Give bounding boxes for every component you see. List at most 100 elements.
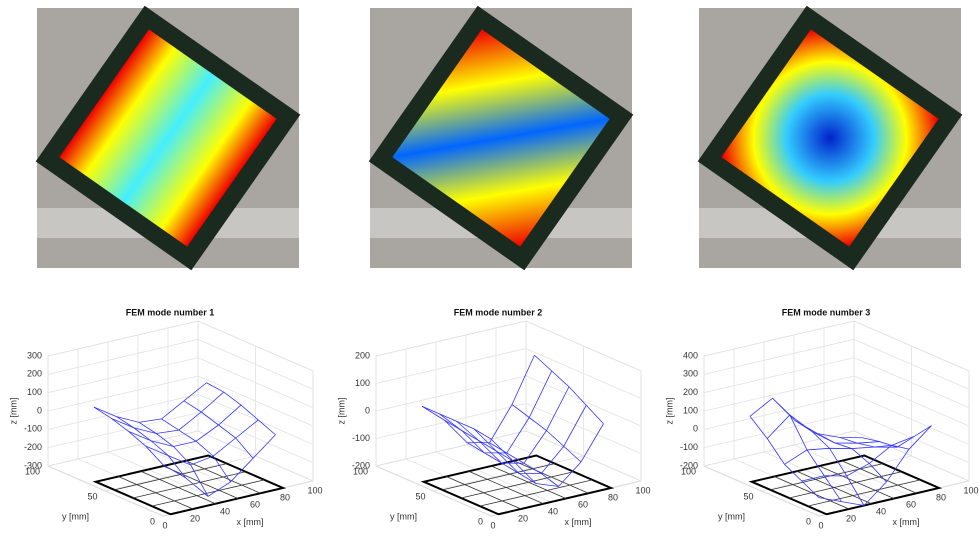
mesh-line bbox=[801, 436, 915, 482]
y-tick-label: 100 bbox=[25, 466, 40, 476]
plate bbox=[92, 454, 287, 516]
z-axis-label: z [mm] bbox=[336, 398, 346, 425]
x-tick-label: 20 bbox=[190, 513, 200, 523]
chart-title: FEM mode number 2 bbox=[454, 307, 543, 317]
mesh-line bbox=[784, 446, 898, 465]
z-tick-label: -100 bbox=[24, 424, 42, 434]
x-tick-label: 100 bbox=[635, 485, 650, 495]
mesh-line bbox=[489, 442, 559, 487]
mesh-line bbox=[183, 400, 254, 459]
chart-title: FEM mode number 3 bbox=[782, 307, 871, 317]
grid-line bbox=[47, 321, 199, 467]
plate-grid bbox=[151, 479, 265, 507]
y-tick-label: 100 bbox=[681, 466, 696, 476]
mesh-line bbox=[749, 416, 820, 498]
grid-line bbox=[375, 321, 527, 467]
plot-3d: -300 -200 -100 0 100 200 300 0 20 40 60 80 100 0 50 100… bbox=[8, 307, 322, 530]
plate-grid bbox=[461, 471, 574, 499]
mesh-line bbox=[206, 382, 276, 436]
plate-grid bbox=[114, 463, 228, 491]
plate-grid bbox=[841, 460, 917, 494]
mesh-line bbox=[421, 405, 492, 440]
grid-line bbox=[703, 356, 820, 517]
plate-grid bbox=[513, 460, 589, 494]
mesh-line bbox=[128, 404, 242, 447]
z-tick-label: -100 bbox=[352, 433, 370, 443]
mesh-line bbox=[818, 425, 932, 506]
x-tick-label: 80 bbox=[608, 492, 618, 502]
mesh-line bbox=[111, 391, 225, 434]
z-tick-label: 200 bbox=[355, 350, 370, 360]
plate-grid bbox=[479, 479, 593, 507]
mesh-line bbox=[473, 405, 587, 474]
mesh-line bbox=[138, 421, 209, 497]
grid-line bbox=[703, 321, 855, 467]
grid-line bbox=[375, 375, 642, 427]
mesh-line bbox=[794, 420, 865, 506]
x-tick-label: 60 bbox=[578, 499, 588, 509]
z-tick-label: -300 bbox=[24, 460, 42, 470]
mesh-line bbox=[490, 423, 604, 487]
mesh-line bbox=[511, 404, 582, 463]
x-tick-label: 80 bbox=[936, 492, 946, 502]
photo-2 bbox=[368, 5, 634, 271]
mesh-line bbox=[817, 433, 887, 483]
plate-grid bbox=[770, 463, 884, 491]
mesh-line bbox=[93, 406, 164, 465]
x-tick-label: 40 bbox=[548, 506, 558, 516]
grid-line bbox=[105, 346, 256, 492]
y-tick-label: 50 bbox=[743, 491, 753, 501]
mesh-line bbox=[766, 414, 880, 444]
z-axis-label: z [mm] bbox=[8, 398, 18, 425]
x-tick-label: 100 bbox=[307, 485, 322, 495]
y-axis-label: y [mm] bbox=[718, 511, 745, 521]
chart-title: FEM mode number 1 bbox=[126, 307, 215, 317]
plot-3d: -200 -100 0 100 200 0 20 40 60 80 100 0 50 100 FEM mod… bbox=[336, 307, 650, 530]
mesh-line bbox=[93, 382, 207, 423]
z-tick-label: 400 bbox=[683, 350, 698, 360]
plot-3d: -200 -100 0 100 200 300 400 0 20 40 60 80 100 0 50 100 F… bbox=[664, 307, 978, 530]
grid-line bbox=[375, 320, 642, 372]
z-tick-label: 100 bbox=[27, 387, 42, 397]
mesh-line bbox=[749, 397, 863, 439]
plate bbox=[748, 454, 943, 516]
z-tick-label: 100 bbox=[355, 378, 370, 388]
mesh-line bbox=[161, 418, 231, 483]
mesh-line bbox=[456, 386, 570, 464]
y-tick-label: 0 bbox=[150, 516, 155, 526]
grid-line bbox=[433, 346, 584, 492]
mesh-line bbox=[162, 434, 276, 497]
mesh-line bbox=[439, 370, 553, 454]
z-tick-label: 300 bbox=[27, 350, 42, 360]
grid-line bbox=[375, 348, 642, 399]
z-tick-label: 0 bbox=[365, 405, 370, 415]
grid-line bbox=[47, 356, 164, 517]
y-tick-label: 100 bbox=[353, 466, 368, 476]
photo-1 bbox=[35, 5, 301, 271]
y-axis-label: y [mm] bbox=[390, 511, 417, 521]
z-axis-label: z [mm] bbox=[664, 398, 674, 425]
y-tick-label: 0 bbox=[806, 516, 811, 526]
x-tick-label: 100 bbox=[963, 485, 978, 495]
x-tick-label: 20 bbox=[518, 513, 528, 523]
x-tick-label: 40 bbox=[876, 506, 886, 516]
z-tick-label: -200 bbox=[24, 442, 42, 452]
x-axis-label: x [mm] bbox=[237, 517, 264, 527]
z-tick-label: 200 bbox=[683, 387, 698, 397]
mesh-line bbox=[145, 419, 259, 466]
y-axis-label: y [mm] bbox=[62, 511, 89, 521]
x-tick-label: 40 bbox=[220, 506, 230, 516]
plate bbox=[420, 454, 615, 516]
grid-line bbox=[47, 320, 314, 372]
x-tick-label: 80 bbox=[280, 492, 290, 502]
grid-line bbox=[703, 320, 970, 372]
z-tick-label: 0 bbox=[693, 424, 698, 434]
mesh-line bbox=[772, 397, 842, 502]
plate-grid bbox=[819, 465, 895, 499]
mesh-line bbox=[534, 354, 604, 425]
z-tick-label: 200 bbox=[27, 369, 42, 379]
mesh-line bbox=[421, 355, 535, 444]
grid-line bbox=[761, 346, 912, 492]
z-tick-label: -200 bbox=[680, 460, 698, 470]
x-axis-label: x [mm] bbox=[565, 517, 592, 527]
